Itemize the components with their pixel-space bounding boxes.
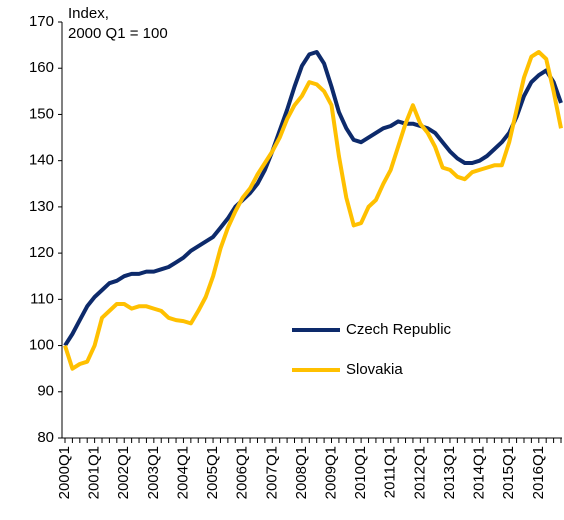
x-tick-label: 2000Q1 (56, 446, 73, 499)
x-tick-label: 2002Q1 (115, 446, 132, 499)
x-tick-label: 2009Q1 (322, 446, 339, 499)
x-tick-label: 2008Q1 (293, 446, 310, 499)
x-tick-label: 2005Q1 (204, 446, 221, 499)
y-tick-label: 170 (29, 13, 54, 30)
series-line (63, 50, 563, 371)
x-tick-label: 2004Q1 (174, 446, 191, 499)
legend-label: Slovakia (346, 361, 403, 378)
x-tick-label: 2001Q1 (86, 446, 103, 499)
x-tick-label: 2013Q1 (441, 446, 458, 499)
y-tick-label: 120 (29, 244, 54, 261)
y-tick-label: 160 (29, 59, 54, 76)
y-tick-label: 110 (30, 290, 54, 307)
y-tick-label: 130 (29, 198, 54, 215)
legend-label: Czech Republic (346, 321, 452, 338)
y-tick-label: 100 (29, 337, 54, 354)
series-line (63, 50, 563, 347)
x-tick-label: 2015Q1 (500, 446, 517, 499)
x-tick-label: 2003Q1 (145, 446, 162, 499)
y-axis-label: Index, (68, 5, 109, 22)
x-tick-label: 2011Q1 (382, 446, 399, 498)
y-tick-label: 140 (29, 152, 54, 169)
x-tick-label: 2014Q1 (471, 446, 488, 499)
y-axis-label: 2000 Q1 = 100 (68, 25, 168, 42)
x-tick-label: 2012Q1 (411, 446, 428, 499)
x-tick-label: 2007Q1 (263, 446, 280, 499)
y-tick-label: 150 (29, 105, 54, 122)
y-tick-label: 80 (37, 429, 54, 446)
x-tick-label: 2006Q1 (234, 446, 251, 499)
x-tick-label: 2010Q1 (352, 446, 369, 499)
y-tick-label: 90 (37, 383, 54, 400)
x-tick-label: 2016Q1 (530, 446, 547, 499)
